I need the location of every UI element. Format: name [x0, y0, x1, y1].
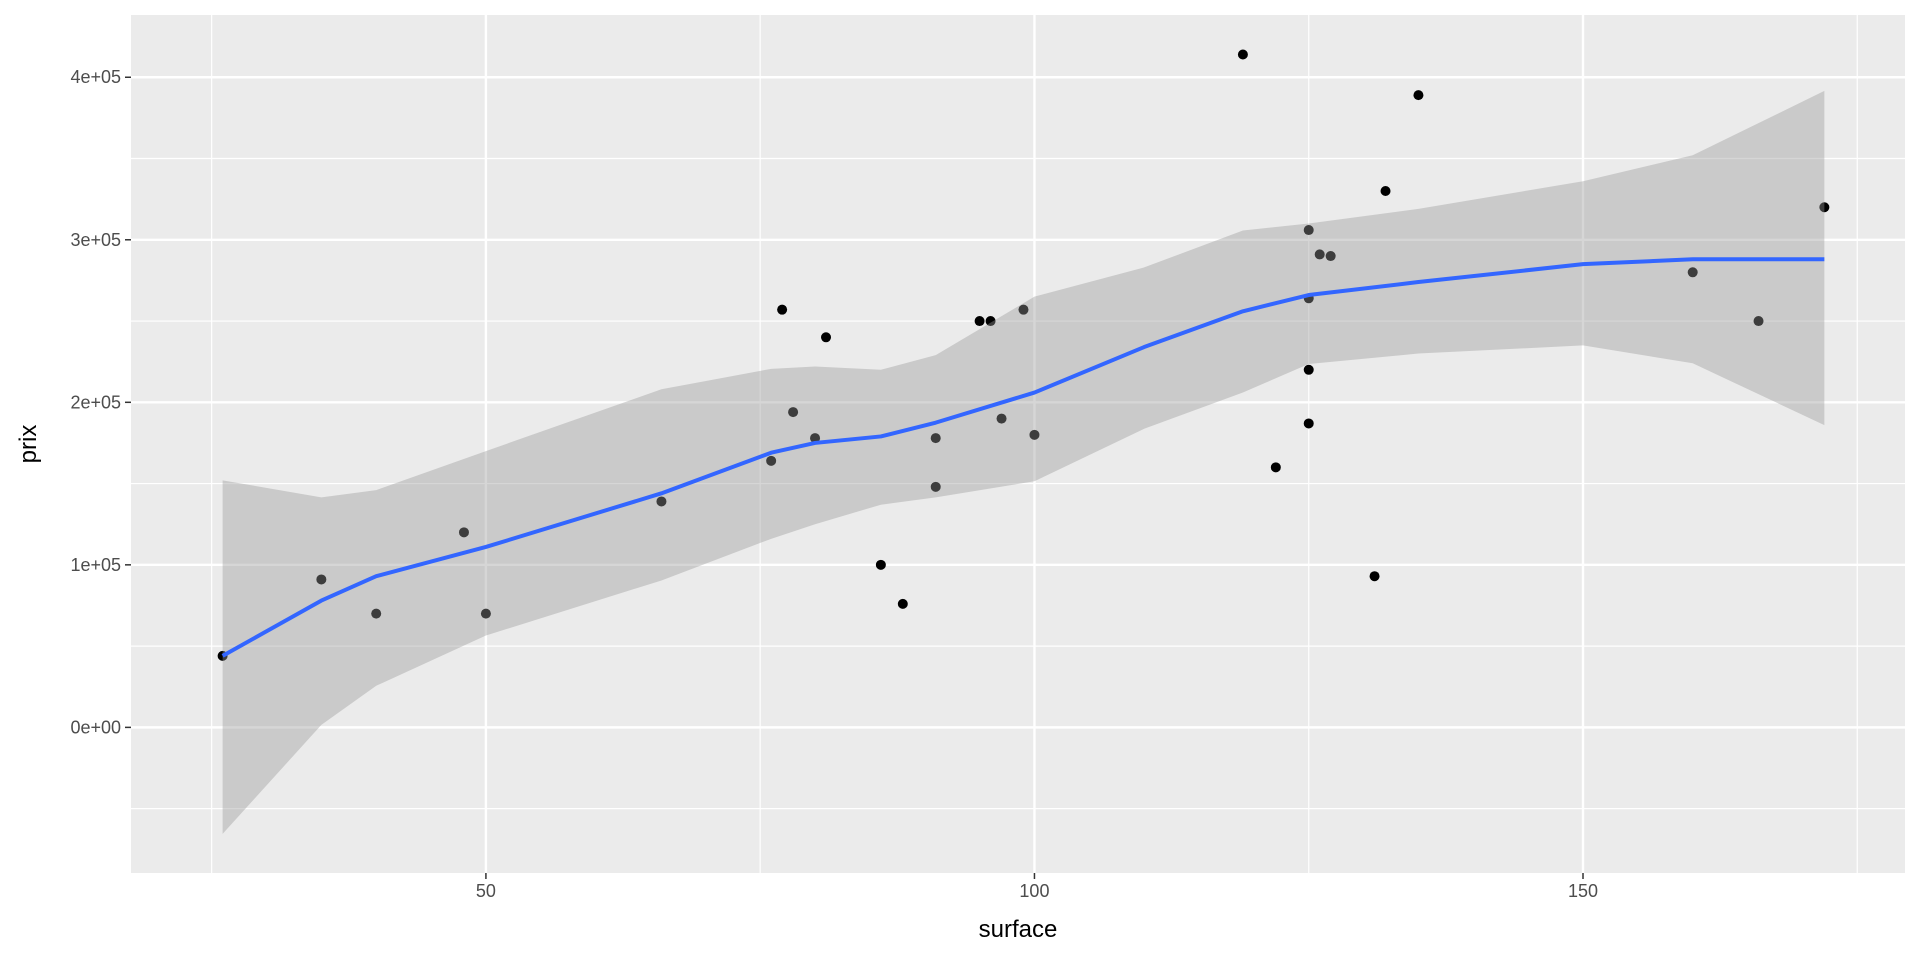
point — [1314, 249, 1325, 260]
y-tick-label: 0e+00 — [70, 717, 121, 737]
point — [1303, 225, 1314, 236]
x-tick-label: 150 — [1568, 881, 1598, 901]
axes: 50 100 150 0e+00 1e+05 2e+05 3e+05 4e+05 — [70, 67, 1598, 901]
point — [316, 574, 327, 585]
point — [996, 413, 1007, 424]
point — [1325, 251, 1336, 262]
point — [821, 332, 832, 343]
point — [1237, 49, 1248, 60]
confidence-band — [222, 90, 1825, 834]
point — [1018, 304, 1029, 315]
point — [371, 608, 382, 619]
point — [777, 304, 788, 315]
marks — [217, 49, 1830, 834]
y-axis-title: prix — [15, 425, 42, 464]
point — [810, 433, 821, 444]
point — [875, 559, 886, 570]
y-tick-label: 4e+05 — [70, 67, 121, 87]
point — [985, 316, 996, 327]
point — [458, 527, 469, 538]
point — [1819, 202, 1830, 213]
point — [930, 481, 941, 492]
point — [1687, 267, 1698, 278]
point — [788, 407, 799, 418]
point — [897, 598, 908, 609]
point — [1303, 418, 1314, 429]
point — [974, 316, 985, 327]
point — [1753, 316, 1764, 327]
x-tick-label: 100 — [1019, 881, 1049, 901]
x-axis-title: surface — [979, 916, 1058, 943]
point — [930, 433, 941, 444]
y-tick-label: 3e+05 — [70, 230, 121, 250]
point — [1303, 364, 1314, 375]
point — [480, 608, 491, 619]
point — [1270, 462, 1281, 473]
grid — [131, 15, 1905, 873]
point — [1029, 429, 1040, 440]
point — [766, 455, 777, 466]
y-tick-label: 2e+05 — [70, 392, 121, 412]
point — [1369, 571, 1380, 582]
point — [1380, 186, 1391, 197]
x-tick-label: 50 — [476, 881, 496, 901]
y-tick-label: 1e+05 — [70, 555, 121, 575]
point — [656, 496, 667, 507]
point — [1413, 90, 1424, 101]
smooth-line — [221, 257, 1825, 658]
